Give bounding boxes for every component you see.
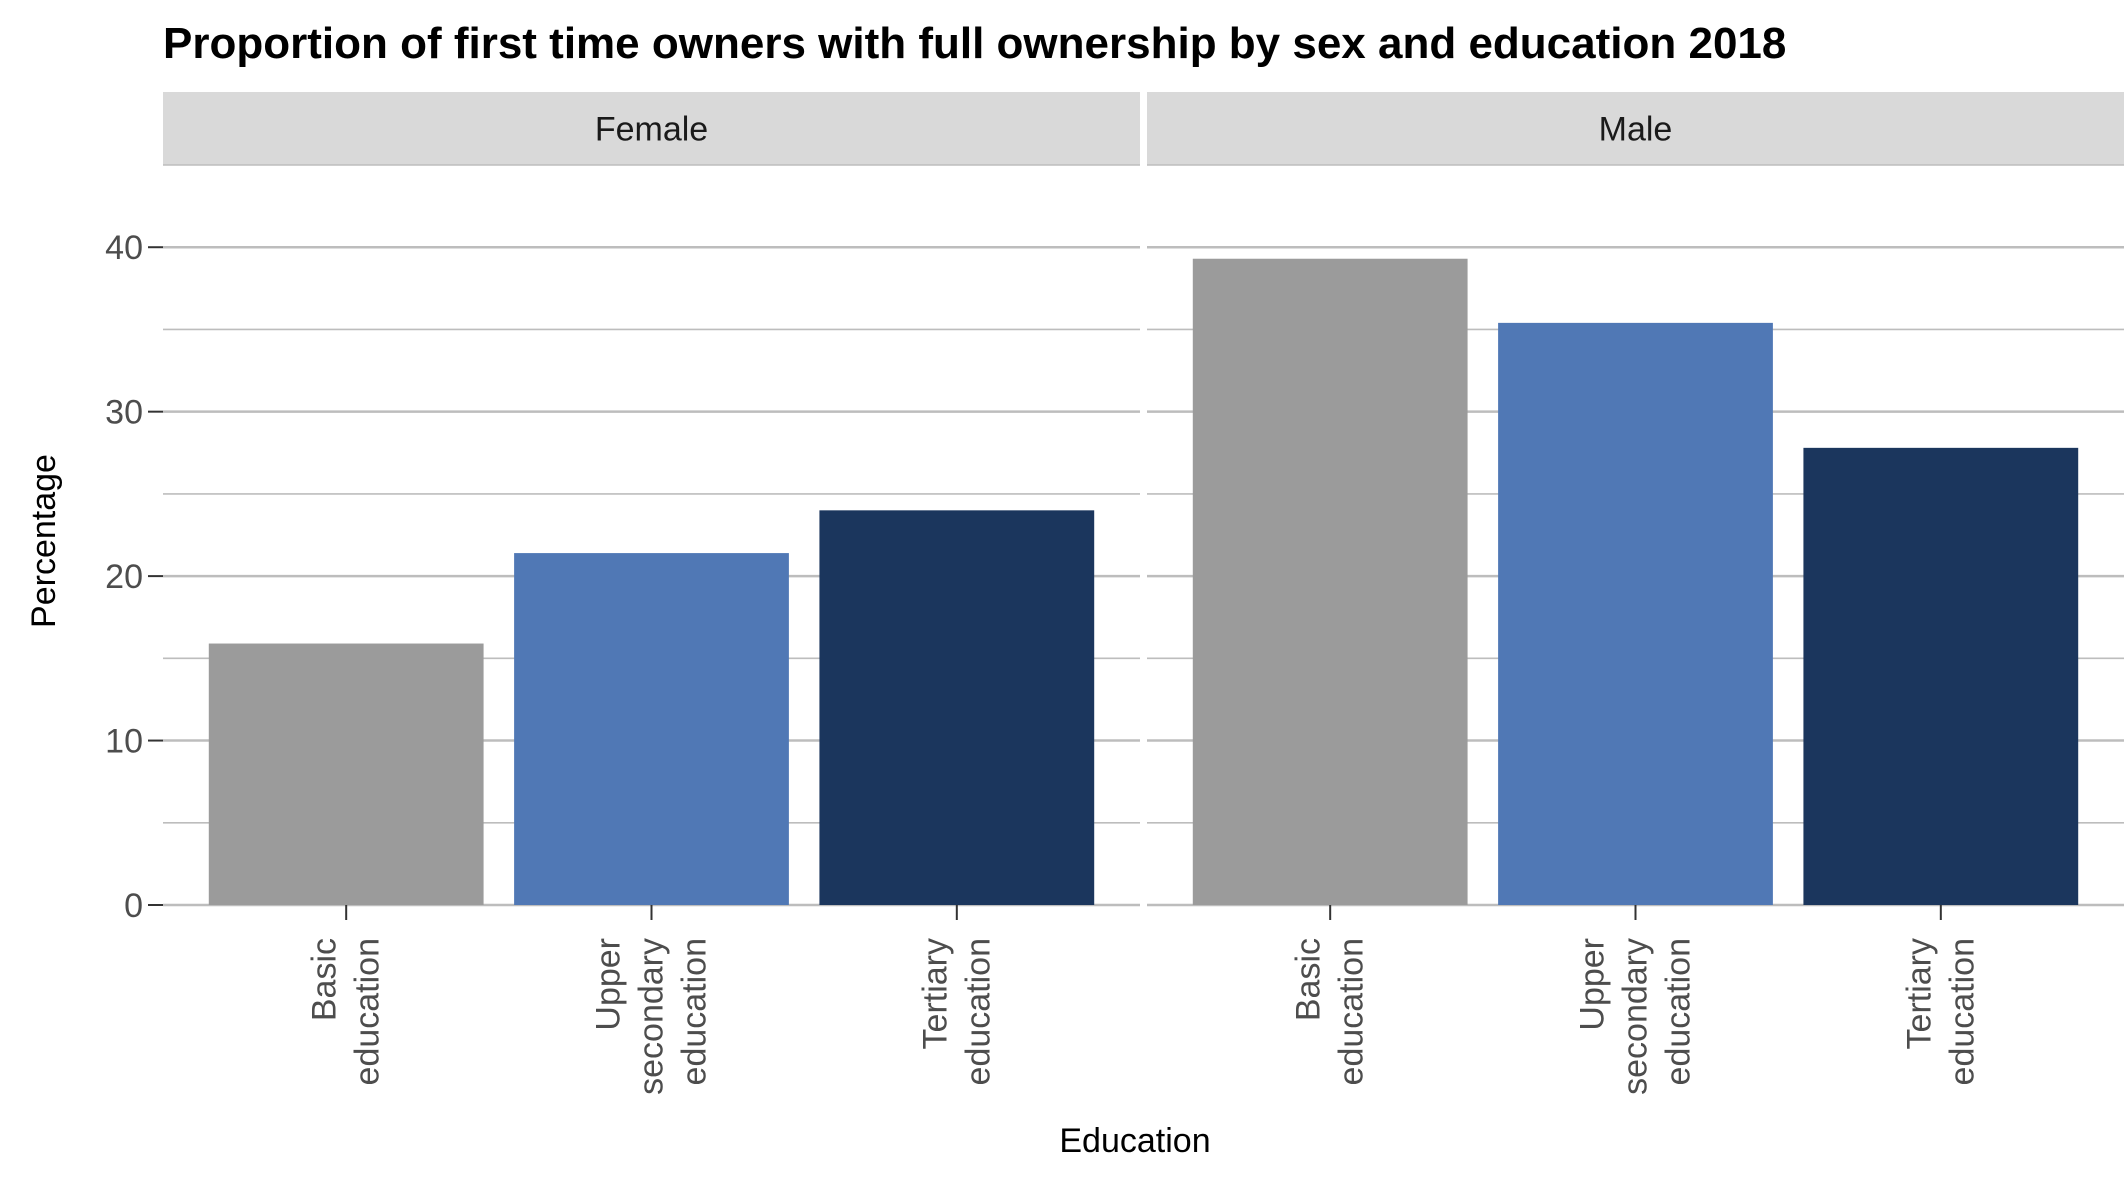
x-tick-label-line: education xyxy=(959,938,997,1085)
x-tick-label-line: education xyxy=(676,938,714,1085)
bar-male-1 xyxy=(1498,322,1773,905)
facet-strip xyxy=(1147,92,2124,165)
y-axis-title: Percentage xyxy=(25,454,63,628)
facet-strip-label: Female xyxy=(595,111,708,149)
y-tick-label: 10 xyxy=(105,723,143,761)
bar-male-0 xyxy=(1192,258,1468,905)
chart-title: Proportion of first time owners with ful… xyxy=(163,19,1786,68)
x-tick-label-line: Upper xyxy=(590,938,628,1031)
y-tick-label: 0 xyxy=(124,887,143,925)
x-tick-label-line: education xyxy=(349,938,387,1085)
x-tick-label: Basic education xyxy=(306,938,387,1085)
bar-female-1 xyxy=(514,553,789,905)
x-tick-label: Upper secondary education xyxy=(590,938,714,1095)
x-tick-label-line: education xyxy=(1660,938,1698,1085)
y-tick-label: 30 xyxy=(105,394,143,432)
x-tick-label-line: Basic xyxy=(306,938,344,1021)
x-axis-title: Education xyxy=(1059,1122,1210,1160)
x-tick-label: Basic education xyxy=(1290,938,1371,1085)
bar-female-0 xyxy=(208,643,484,905)
x-tick-label: Tertiary education xyxy=(1900,938,1981,1085)
x-tick-label-line: Tertiary xyxy=(1900,938,1938,1049)
x-tick-label-line: Upper xyxy=(1574,938,1612,1031)
y-tick-label: 20 xyxy=(105,558,143,596)
x-tick-label-line: secondary xyxy=(633,938,671,1095)
y-tick-label: 40 xyxy=(105,229,143,267)
facet-strip-label: Male xyxy=(1599,111,1673,149)
bar-female-2 xyxy=(819,510,1095,905)
x-tick-label-line: education xyxy=(1943,938,1981,1085)
x-tick-label-line: Basic xyxy=(1290,938,1328,1021)
x-tick-label-line: education xyxy=(1333,938,1371,1085)
x-tick-label: Upper secondary education xyxy=(1574,938,1698,1095)
bar-male-2 xyxy=(1803,447,2079,905)
x-tick-label-line: secondary xyxy=(1617,938,1655,1095)
x-tick-label: Tertiary education xyxy=(916,938,997,1085)
x-tick-label-line: Tertiary xyxy=(916,938,954,1049)
facet-strip xyxy=(163,92,1140,165)
